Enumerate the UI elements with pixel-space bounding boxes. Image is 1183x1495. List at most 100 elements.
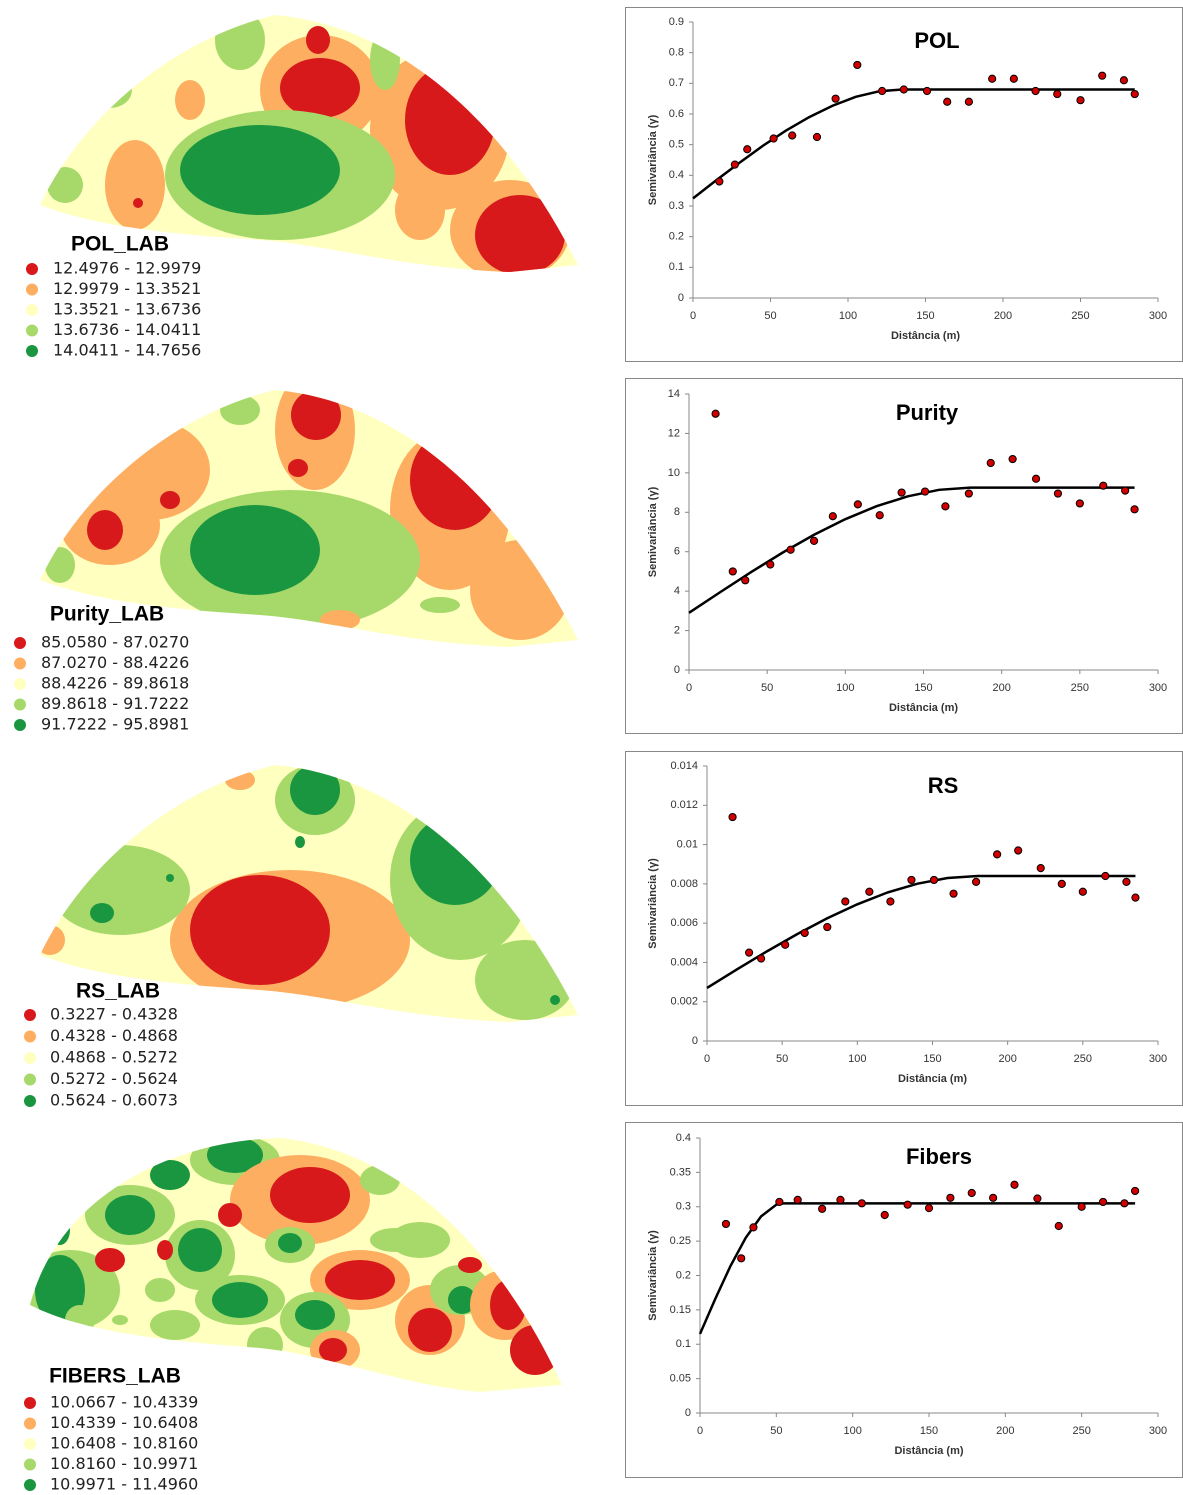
map-zone — [288, 459, 308, 477]
data-point — [800, 928, 809, 938]
data-point — [964, 97, 974, 106]
data-point — [899, 85, 908, 94]
y-tick-label: 0.004 — [670, 956, 698, 968]
y-tick-label: 6 — [674, 546, 680, 558]
chart-title: POL — [914, 28, 959, 53]
chart-title: Fibers — [906, 1144, 972, 1169]
x-tick-label: 250 — [1072, 1425, 1090, 1437]
map-zone — [247, 1327, 283, 1363]
map-zone — [112, 1315, 128, 1325]
y-tick-label: 0 — [674, 664, 680, 676]
data-point — [1014, 846, 1023, 855]
map-zone — [410, 815, 500, 905]
map-zone — [550, 995, 560, 1005]
data-point — [967, 1188, 976, 1198]
data-point — [875, 511, 884, 520]
y-tick-label: 0.1 — [676, 1338, 691, 1350]
x-tick-label: 150 — [920, 1425, 938, 1437]
y-tick-label: 0.3 — [669, 200, 684, 212]
legend-swatch — [24, 1479, 36, 1491]
legend-swatch — [14, 678, 26, 690]
data-point — [1033, 1194, 1042, 1203]
legend-swatch — [26, 283, 38, 296]
map-zone — [319, 1338, 347, 1362]
map-zone — [190, 875, 330, 985]
y-tick-label: 0.1 — [669, 261, 684, 273]
x-tick-label: 50 — [764, 310, 776, 322]
x-axis-label: Distância (m) — [898, 1073, 967, 1085]
data-point — [775, 1197, 784, 1207]
map-zone — [180, 125, 340, 215]
legend-swatch — [24, 1417, 36, 1430]
legend-title: Purity_LAB — [50, 603, 164, 626]
legend-swatch — [24, 1095, 36, 1107]
data-point — [831, 94, 840, 103]
map-zone — [157, 1240, 173, 1260]
x-tick-label: 150 — [916, 310, 934, 322]
x-tick-label: 150 — [923, 1053, 941, 1065]
data-point — [989, 1193, 998, 1202]
data-point — [1121, 486, 1130, 495]
map-zone — [218, 1203, 242, 1227]
legend-swatch — [14, 698, 26, 711]
y-tick-label: 0.8 — [669, 47, 684, 59]
map-zone — [470, 540, 570, 640]
map-zone — [160, 491, 180, 509]
y-tick-label: 14 — [668, 388, 680, 400]
data-point — [1054, 1221, 1063, 1231]
y-tick-label: 0.7 — [669, 77, 684, 89]
data-point — [1131, 1186, 1140, 1196]
map-zone — [207, 1138, 263, 1173]
data-point — [971, 877, 981, 886]
data-point — [1009, 74, 1018, 83]
data-point — [788, 131, 797, 140]
map-zone — [40, 925, 65, 955]
data-point — [986, 458, 995, 468]
legend-swatch — [24, 1397, 36, 1409]
legend-swatch — [26, 345, 38, 357]
map-zone — [133, 198, 143, 208]
y-tick-label: 0.35 — [670, 1166, 691, 1178]
legend-swatch — [14, 657, 26, 670]
legend-swatch — [24, 1030, 36, 1043]
data-point — [903, 1200, 912, 1209]
data-point — [841, 897, 850, 906]
x-tick-label: 100 — [839, 310, 857, 322]
legend-swatch — [26, 304, 38, 316]
data-point — [993, 850, 1002, 859]
map-zone — [325, 1260, 395, 1300]
legend-swatch — [24, 1052, 36, 1064]
map-zone — [475, 195, 565, 272]
y-tick-label: 0.25 — [670, 1235, 691, 1247]
legend-label: 85.0580 - 87.0270 — [41, 633, 189, 652]
map-zone — [212, 1282, 268, 1318]
map-zone — [220, 395, 260, 425]
data-point — [781, 940, 790, 949]
data-point — [1120, 1199, 1129, 1208]
y-tick-label: 0.002 — [670, 996, 698, 1008]
data-point — [818, 1204, 827, 1213]
x-tick-label: 300 — [1149, 310, 1167, 322]
y-tick-label: 0.2 — [669, 231, 684, 243]
map-zone — [87, 510, 123, 550]
x-tick-label: 300 — [1149, 1053, 1167, 1065]
data-point — [1098, 1197, 1108, 1207]
data-point — [1053, 89, 1062, 99]
data-point — [749, 1223, 758, 1232]
fit-line — [706, 874, 1136, 990]
data-point — [744, 948, 754, 957]
legend-swatch — [14, 719, 26, 731]
legend-label: 10.6408 - 10.8160 — [50, 1434, 198, 1453]
legend-label: 91.7222 - 95.8981 — [41, 715, 189, 734]
legend-label: 13.3521 - 13.6736 — [53, 300, 201, 319]
data-point — [949, 889, 958, 898]
y-tick-label: 0 — [685, 1407, 691, 1419]
y-tick-label: 0.012 — [670, 799, 698, 811]
data-point — [878, 86, 887, 96]
chart-title: RS — [928, 773, 959, 798]
legend-label: 0.4328 - 0.4868 — [50, 1026, 178, 1045]
x-tick-label: 0 — [704, 1053, 710, 1065]
data-point — [897, 488, 906, 497]
map-zone — [150, 1160, 190, 1190]
